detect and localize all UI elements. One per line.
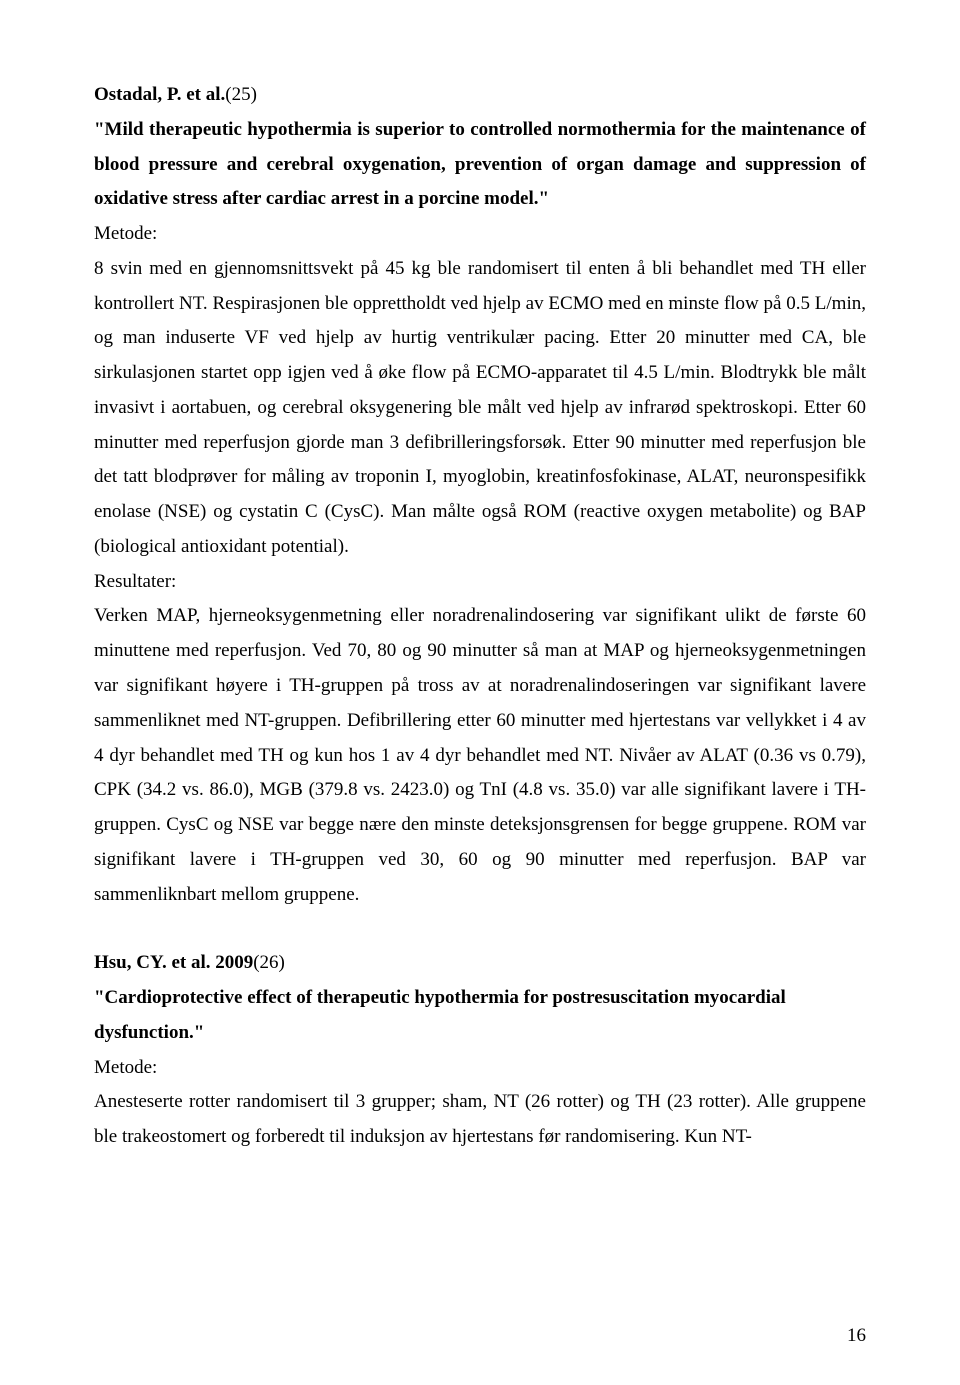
ref2-author: Hsu, CY. et al. 2009	[94, 952, 253, 973]
section-spacer	[94, 912, 866, 946]
resultater-1-body: Verken MAP, hjerneoksygenmetning eller n…	[94, 599, 866, 912]
ref1-author: Ostadal, P. et al.	[94, 84, 225, 105]
metode-1-body: 8 svin med en gjennomsnittsvekt på 45 kg…	[94, 252, 866, 565]
ref2-num: (26)	[253, 952, 285, 973]
metode-2-body: Anesteserte rotter randomisert til 3 gru…	[94, 1085, 866, 1155]
reference-2-heading: Hsu, CY. et al. 2009(26)	[94, 946, 866, 981]
reference-1-heading: Ostadal, P. et al.(25)	[94, 78, 866, 113]
ref1-title: "Mild therapeutic hypothermia is superio…	[94, 113, 866, 217]
resultater-label-1: Resultater:	[94, 565, 866, 600]
page-number: 16	[847, 1325, 866, 1347]
document-page: Ostadal, P. et al.(25) "Mild therapeutic…	[0, 0, 960, 1385]
metode-label-1: Metode:	[94, 217, 866, 252]
ref1-num: (25)	[225, 84, 257, 105]
metode-label-2: Metode:	[94, 1051, 866, 1086]
ref2-title: "Cardioprotective effect of therapeutic …	[94, 981, 866, 1051]
